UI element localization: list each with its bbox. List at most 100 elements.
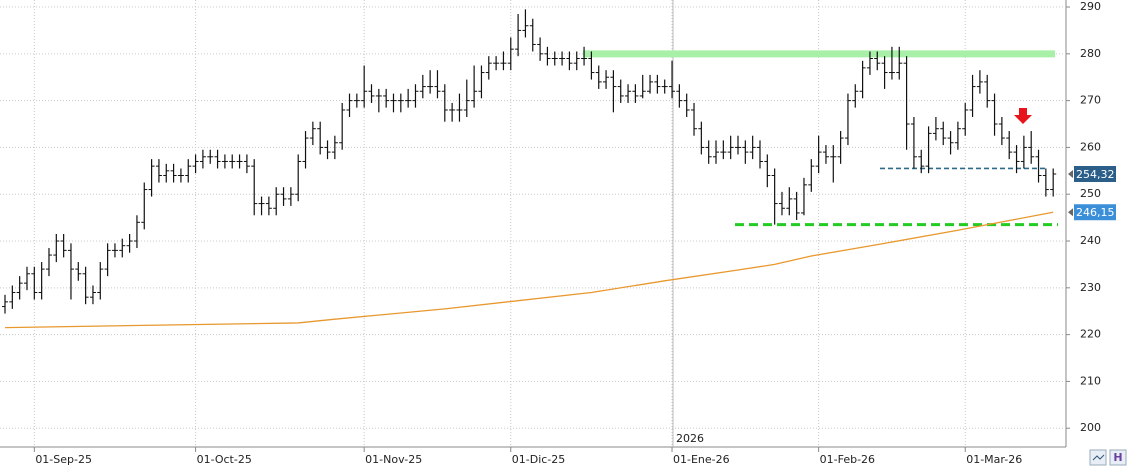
ohlc-bar (89, 285, 96, 305)
ohlc-bar (9, 285, 16, 309)
ohlc-bar (368, 84, 375, 103)
ohlc-bar (207, 149, 214, 164)
x-tick-label: 01-Sep-25 (35, 453, 92, 466)
ohlc-bar (104, 243, 111, 277)
ohlc-bar (698, 121, 705, 155)
ohlc-bar (522, 9, 529, 38)
year-annotation: 2026 (676, 432, 704, 445)
ohlc-bar (727, 135, 734, 160)
ohlc-bar (97, 262, 104, 300)
ohlc-bar (581, 46, 588, 66)
ohlc-bar (185, 159, 192, 183)
ohlc-bar (405, 88, 412, 108)
price-label-box (1074, 204, 1116, 221)
ohlc-bar (265, 196, 272, 216)
ohlc-bar (610, 70, 617, 113)
ohlc-bar (31, 266, 38, 300)
x-tick-label: 01-Oct-25 (197, 453, 252, 466)
ohlc-bar (888, 46, 895, 80)
ohlc-bar (991, 93, 998, 136)
ohlc-bar (954, 121, 961, 150)
y-tick-label: 220 (1080, 328, 1101, 341)
ohlc-bar (383, 88, 390, 108)
ohlc-bar (735, 135, 741, 155)
ohlc-bar (375, 88, 382, 113)
ohlc-bar (317, 121, 324, 155)
ohlc-bar (947, 131, 954, 155)
ohlc-bar (273, 187, 280, 216)
ohlc-bar (507, 37, 514, 71)
ohlc-bar (434, 70, 441, 99)
ohlc-bar (258, 196, 265, 216)
ohlc-bar (163, 163, 170, 183)
ohlc-bar (1028, 131, 1035, 164)
ohlc-bar (500, 51, 507, 71)
ohlc-bar (361, 65, 368, 108)
ohlc-bar (1050, 168, 1057, 197)
ohlc-bar (412, 84, 419, 108)
ohlc-bar (544, 46, 551, 66)
ohlc-bar (177, 168, 184, 183)
ohlc-bar (793, 191, 800, 220)
ohlc-bar (485, 56, 492, 80)
y-tick-label: 240 (1080, 234, 1101, 247)
ohlc-bar (632, 84, 639, 103)
ohlc-bar (427, 70, 434, 94)
ohlc-bar (822, 145, 829, 164)
ohlc-bar (588, 51, 595, 80)
ohlc-bar (749, 135, 756, 160)
ohlc-bar (683, 93, 690, 117)
ohlc-bar (874, 51, 881, 71)
y-tick-label: 210 (1080, 374, 1101, 387)
ohlc-bar (53, 233, 60, 263)
x-tick-label: 01-Feb-26 (820, 453, 875, 466)
price-label-pointer (1068, 208, 1073, 217)
ohlc-bar (800, 177, 807, 216)
ohlc-bar (984, 74, 991, 108)
ohlc-bar (82, 266, 89, 305)
ohlc-bar (38, 262, 45, 300)
ohlc-bar (2, 294, 8, 314)
ohlc-bar (1020, 135, 1027, 169)
ohlc-bar (302, 131, 309, 169)
ohlc-bar (940, 121, 947, 146)
ohlc-bar (617, 79, 624, 103)
ohlc-bar (280, 187, 287, 206)
ohlc-bar (969, 74, 976, 117)
ohlc-bar (126, 233, 133, 253)
ohlc-bar (676, 84, 683, 108)
ohlc-bar (559, 51, 566, 66)
ohlc-bar (918, 149, 925, 174)
h-button[interactable] (1109, 449, 1127, 466)
ohlc-bar (603, 70, 610, 89)
ohlc-bar (309, 121, 316, 146)
y-tick-label: 290 (1080, 0, 1101, 13)
ohlc-bar (654, 74, 661, 94)
ohlc-bar (236, 154, 243, 169)
ohlc-bar (214, 149, 221, 169)
ohlc-bar (478, 65, 485, 99)
ohlc-bar (573, 51, 580, 71)
ohlc-bar (441, 84, 448, 122)
ohlc-bar (353, 93, 360, 108)
y-tick-label: 260 (1080, 140, 1101, 153)
ohlc-bar (390, 93, 397, 113)
ohlc-bar (808, 159, 815, 192)
y-tick-label: 200 (1080, 421, 1101, 434)
ohlc-bar (397, 93, 404, 113)
ohlc-bar (493, 56, 500, 71)
ohlc-bar (720, 140, 727, 160)
ohlc-bar (339, 102, 346, 150)
ohlc-bar (551, 51, 558, 66)
ohlc-bar (1042, 168, 1049, 197)
price-label: 246,15 (1076, 206, 1115, 219)
ohlc-bar (903, 56, 910, 150)
ohlc-bar (962, 102, 969, 136)
y-tick-label: 270 (1080, 94, 1101, 107)
ohlc-bar (111, 243, 118, 258)
ohlc-bar (625, 84, 632, 103)
ohlc-bar (45, 248, 52, 277)
ohlc-bar (742, 140, 749, 164)
ohlc-bar (830, 145, 837, 183)
